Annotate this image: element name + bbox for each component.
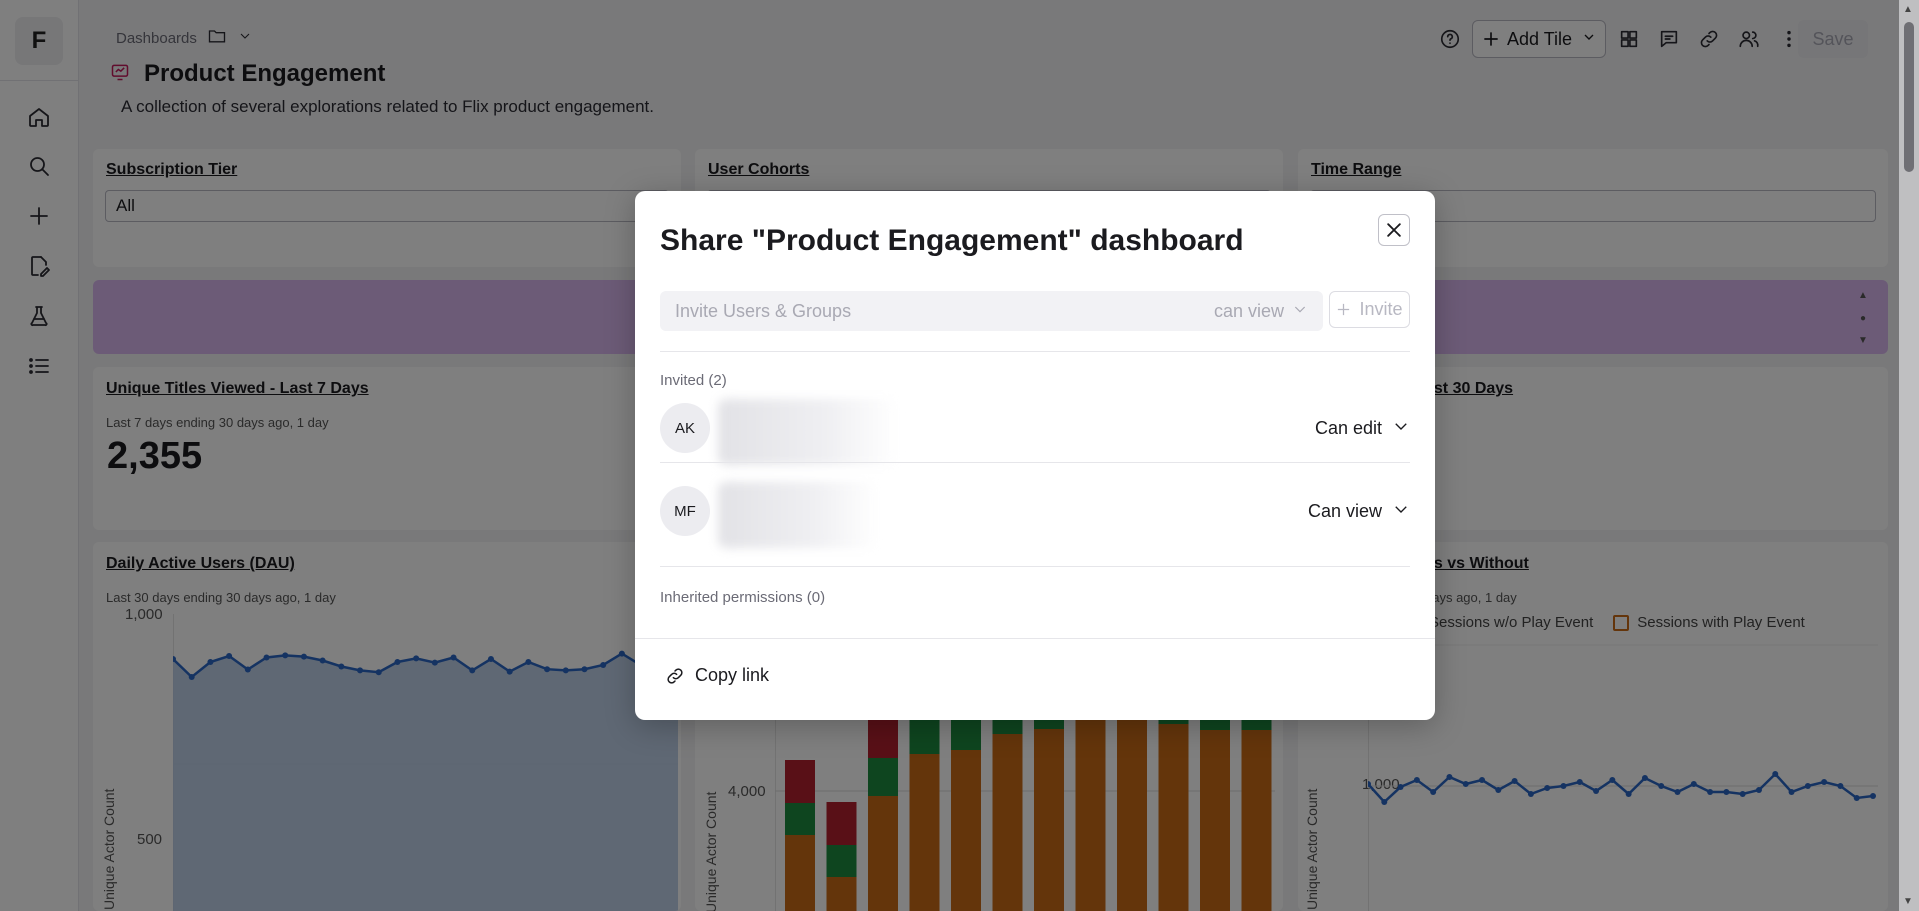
invited-user-row: AK Can edit (660, 395, 1410, 465)
modal-title: Share "Product Engagement" dashboard (660, 224, 1244, 257)
role-select[interactable]: Can view (1308, 500, 1410, 523)
role-select[interactable]: Can edit (1315, 417, 1410, 440)
redacted-user-name (718, 399, 898, 465)
invite-button[interactable]: Invite (1329, 291, 1410, 328)
close-button[interactable] (1378, 214, 1410, 246)
chevron-down-icon (1292, 301, 1308, 322)
copy-link-label: Copy link (695, 665, 770, 685)
role-label: Can edit (1314, 418, 1382, 438)
invite-button-label: Invite (1359, 299, 1403, 319)
page-scrollbar[interactable]: ▲ ▼ (1899, 0, 1919, 911)
chevron-down-icon (1392, 417, 1410, 440)
invited-user-row: MF Can view (660, 478, 1410, 548)
chevron-down-icon (1392, 500, 1410, 523)
inherited-permissions-label[interactable]: Inherited permissions (0) (660, 589, 826, 606)
divider (660, 566, 1410, 567)
share-modal: Share "Product Engagement" dashboard can… (635, 191, 1435, 720)
invite-input[interactable] (675, 300, 1214, 322)
modal-footer-divider (635, 638, 1435, 639)
plus-icon (1338, 303, 1350, 316)
redacted-user-name (718, 482, 878, 548)
scroll-down-icon[interactable]: ▼ (1903, 896, 1913, 907)
invite-field: can view (660, 291, 1323, 331)
invited-label: Invited (2) (660, 372, 727, 389)
scroll-thumb[interactable] (1904, 22, 1914, 172)
link-icon (667, 667, 683, 684)
copy-link-button[interactable]: Copy link (665, 665, 769, 686)
divider (660, 351, 1410, 352)
role-label: Can view (1307, 501, 1382, 521)
avatar: AK (660, 403, 710, 453)
avatar: MF (660, 486, 710, 536)
close-icon (1387, 223, 1401, 237)
permission-select[interactable]: can view (1214, 301, 1308, 322)
divider (660, 462, 1410, 463)
scroll-up-icon[interactable]: ▲ (1903, 4, 1913, 15)
permission-label: can view (1213, 300, 1284, 321)
